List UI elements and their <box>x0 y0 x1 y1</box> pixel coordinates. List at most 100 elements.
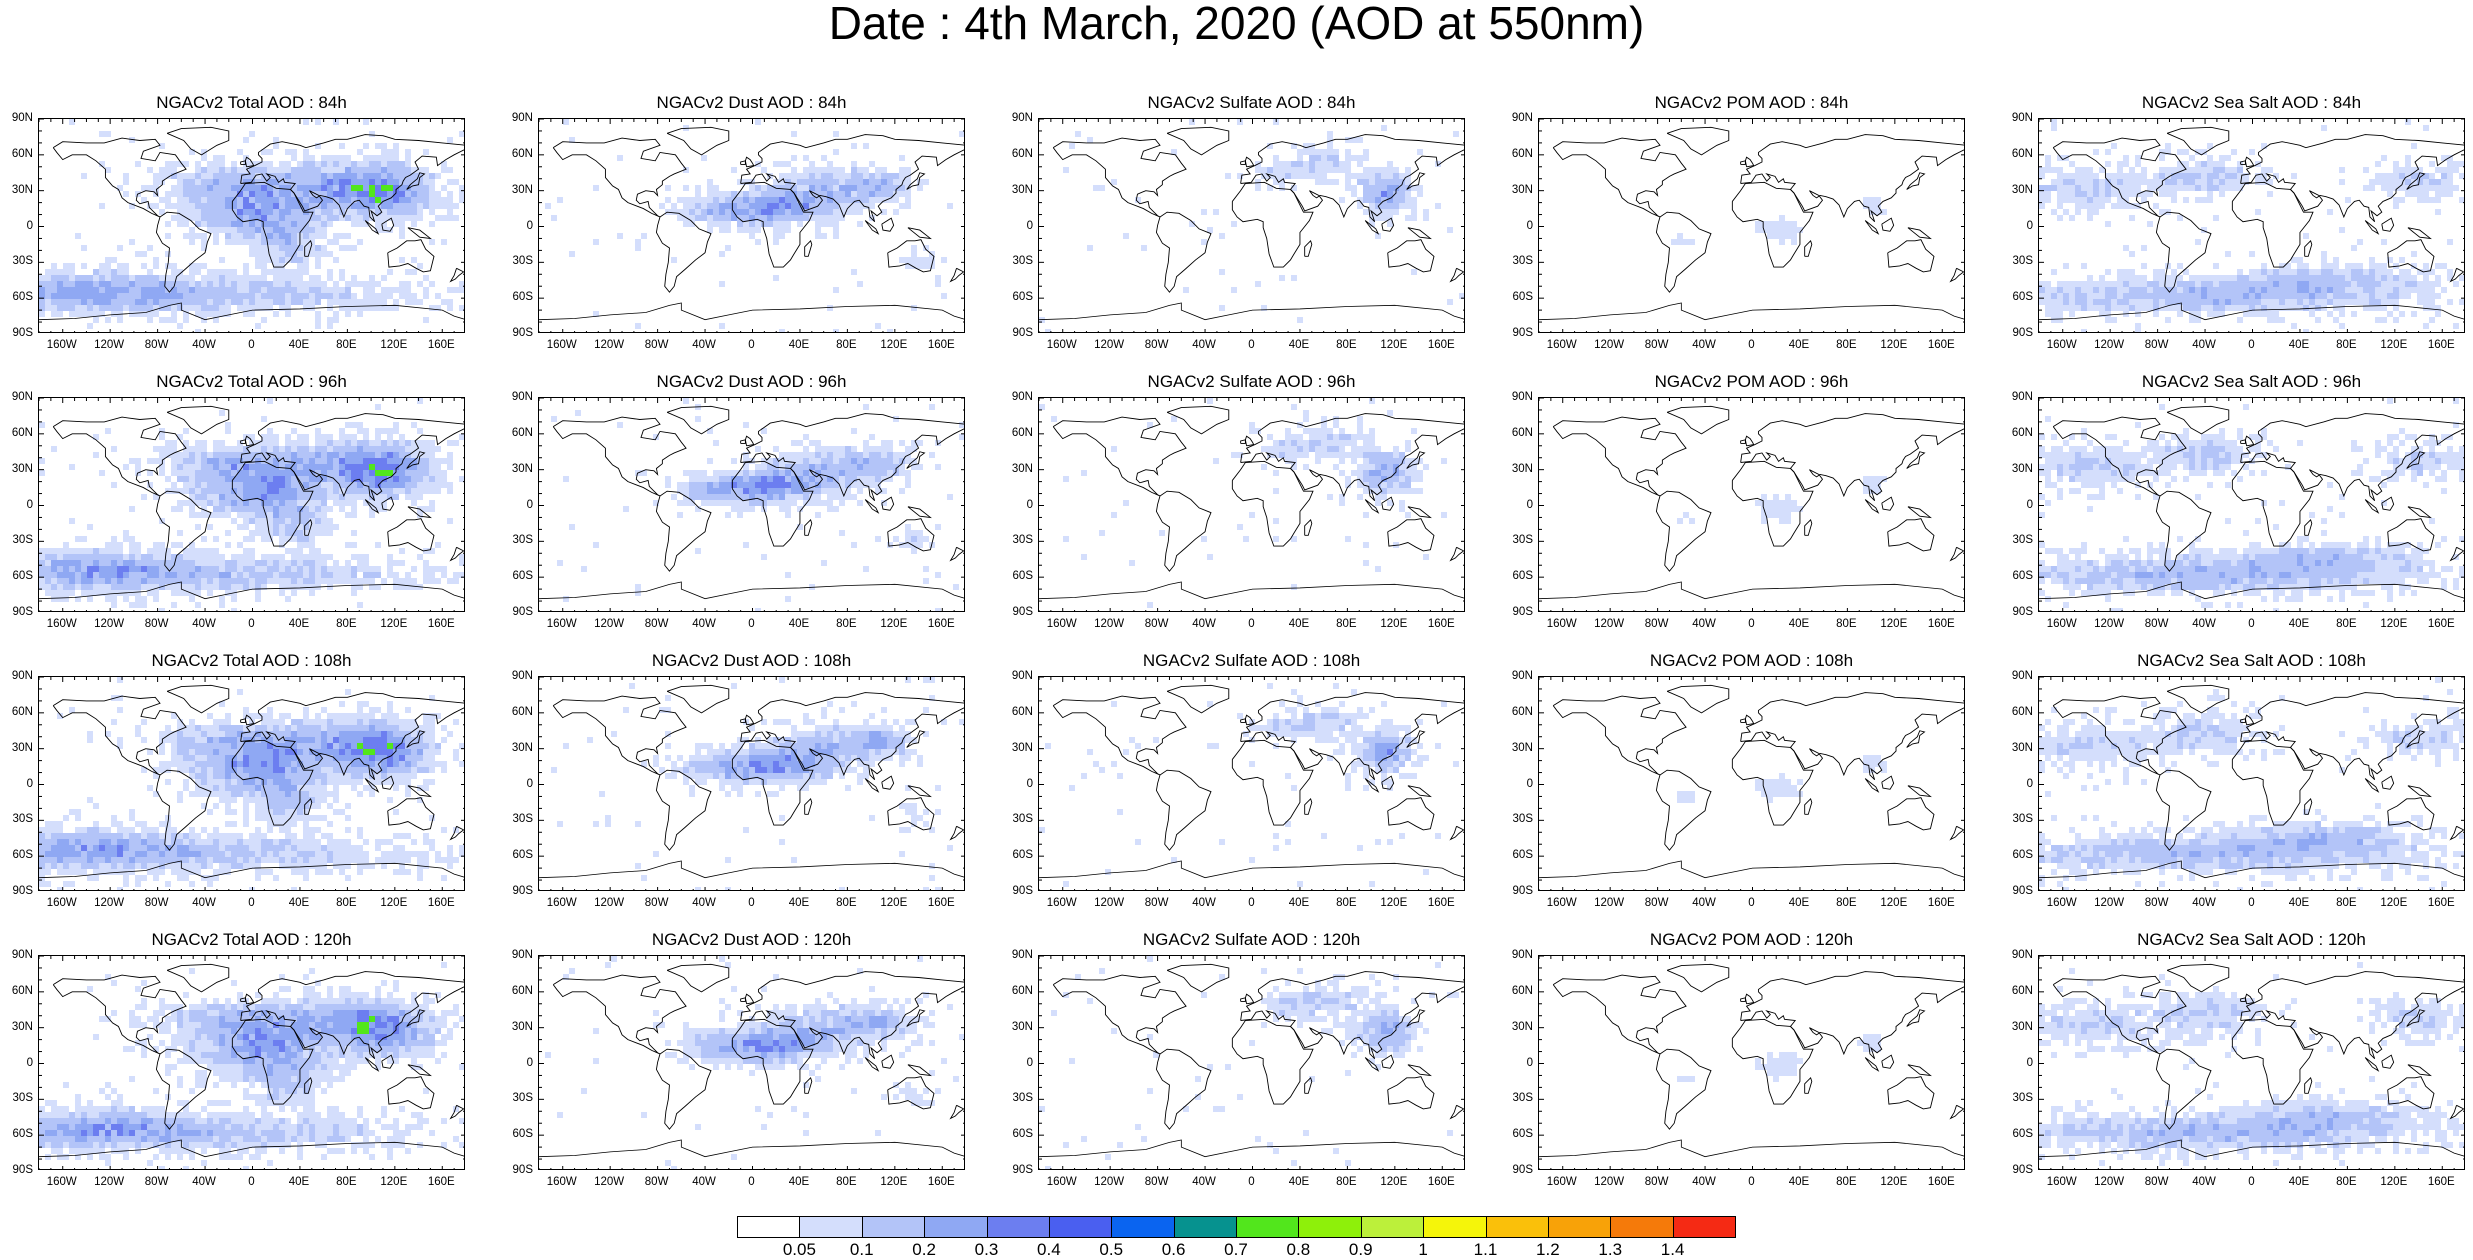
map-panel: NGACv2 Dust AOD : 108h 90N 60N 30N 0 30S 60S 90… <box>512 651 965 909</box>
latitude-label: 90N <box>1511 112 1533 124</box>
longitude-label: 120W <box>1594 339 1625 351</box>
longitude-label: 120W <box>2094 897 2125 909</box>
longitude-label: 160W <box>546 618 577 630</box>
latitude-label: 60S <box>1012 291 1033 304</box>
colorbar-swatch <box>1423 1216 1486 1238</box>
longitude-label: 120E <box>1880 339 1908 351</box>
colorbar-tick-label: 1.3 <box>1598 1240 1623 1259</box>
latitude-label: 90N <box>1511 949 1533 961</box>
aod-field-map <box>539 119 964 332</box>
longitude-label: 160W <box>1546 1176 1577 1188</box>
latitude-label: 60N <box>511 426 533 439</box>
longitude-label: 80W <box>1144 897 1169 909</box>
colorbar-swatch <box>1236 1216 1299 1238</box>
longitude-label: 0 <box>2248 618 2255 630</box>
longitude-label: 120W <box>1594 897 1625 909</box>
latitude-label: 60S <box>12 570 33 583</box>
aod-field-map <box>539 398 964 611</box>
latitude-label: 0 <box>2026 777 2033 790</box>
longitude-label: 40W <box>1692 339 1716 351</box>
map-frame <box>1538 118 1965 333</box>
longitude-label: 40W <box>192 1176 216 1188</box>
latitude-label: 30S <box>2012 534 2033 547</box>
longitude-label: 0 <box>248 339 255 351</box>
longitude-label: 40W <box>2192 897 2216 909</box>
longitude-label: 160E <box>2427 1176 2455 1188</box>
map-panel: NGACv2 Total AOD : 120h 90N 60N 30N 0 30S 60S 9… <box>12 930 465 1188</box>
panel-title: NGACv2 Dust AOD : 108h <box>651 651 852 670</box>
longitude-label: 120E <box>1380 1176 1408 1188</box>
longitude-label: 120E <box>1380 618 1408 630</box>
latitude-label: 60N <box>1011 426 1033 439</box>
map-ticks <box>2039 677 2464 890</box>
latitude-label: 90N <box>1011 112 1033 124</box>
map-frame <box>1538 397 1965 612</box>
longitude-label: 40W <box>2192 1176 2216 1188</box>
longitude-label: 0 <box>1748 1176 1755 1188</box>
longitude-label: 80W <box>2144 897 2169 909</box>
latitude-label: 90S <box>512 327 533 339</box>
map-frame <box>1038 955 1465 1170</box>
latitude-label: 90S <box>1012 327 1033 339</box>
aod-field-map <box>2039 677 2464 890</box>
longitude-label: 40E <box>1788 618 1810 630</box>
aod-shading <box>545 119 964 332</box>
coastlines <box>39 126 464 321</box>
aod-field-map <box>2039 956 2464 1169</box>
latitude-label: 60N <box>511 705 533 718</box>
longitude-label: 40E <box>288 618 310 630</box>
longitude-label: 80W <box>644 618 669 630</box>
latitude-label: 90S <box>512 1164 533 1176</box>
longitude-label: 80E <box>1336 1176 1357 1188</box>
latitude-label: 60N <box>1011 984 1033 997</box>
longitude-label: 160E <box>427 339 455 351</box>
panel-title: NGACv2 Sulfate AOD : 96h <box>1147 372 1356 391</box>
aod-field-map <box>1539 398 1964 611</box>
map-frame <box>1038 118 1465 333</box>
map-ticks <box>539 677 964 890</box>
longitude-label: 0 <box>1248 618 1255 630</box>
latitude-label: 60N <box>1011 705 1033 718</box>
longitude-label: 120E <box>380 339 408 351</box>
aod-shading <box>2039 398 2464 611</box>
longitude-label: 40W <box>1192 339 1216 351</box>
latitude-label: 0 <box>1026 498 1033 511</box>
latitude-label: 30S <box>2012 1092 2033 1105</box>
latitude-label: 30S <box>1012 255 1033 268</box>
longitude-label: 120W <box>2094 1176 2125 1188</box>
aod-field-map <box>2039 398 2464 611</box>
longitude-label: 120E <box>1880 1176 1908 1188</box>
colorbar-tick-label: 0.8 <box>1286 1240 1311 1259</box>
latitude-label: 60S <box>1012 849 1033 862</box>
longitude-label: 40E <box>288 339 310 351</box>
colorbar-swatch <box>1360 1216 1424 1238</box>
map-panel: NGACv2 Sea Salt AOD : 120h 90N 60N 30N 0 30S 6… <box>2012 930 2465 1188</box>
latitude-label: 90S <box>12 885 33 897</box>
longitude-label: 0 <box>1248 1176 1255 1188</box>
panel-title: NGACv2 POM AOD : 84h <box>1654 93 1849 112</box>
latitude-label: 30N <box>1511 741 1533 754</box>
colorbar-tick-label: 1 <box>1418 1240 1428 1259</box>
map-panel: NGACv2 POM AOD : 120h 90N 60N 30N 0 30S 60S 90S… <box>1512 930 1965 1188</box>
latitude-label: 60S <box>1512 1128 1533 1141</box>
longitude-label: 160W <box>2046 618 2077 630</box>
colorbar-swatch <box>924 1216 987 1238</box>
panel-title: NGACv2 Total AOD : 120h <box>151 930 352 949</box>
latitude-label: 90N <box>2011 391 2033 403</box>
longitude-label: 120E <box>1880 618 1908 630</box>
longitude-label: 80W <box>644 1176 669 1188</box>
map-ticks <box>539 956 964 1169</box>
map-panel: NGACv2 Dust AOD : 120h 90N 60N 30N 0 30S 60S 90… <box>512 930 965 1188</box>
latitude-label: 0 <box>1526 777 1533 790</box>
latitude-label: 90S <box>12 1164 33 1176</box>
longitude-label: 120W <box>1094 339 1125 351</box>
map-panel: NGACv2 Sea Salt AOD : 108h 90N 60N 30N 0 30S 6… <box>2012 651 2465 909</box>
colorbar <box>737 1216 1736 1238</box>
longitude-label: 40E <box>1288 618 1310 630</box>
colorbar-tick-label: 0.6 <box>1161 1240 1186 1259</box>
map-frame <box>1538 955 1965 1170</box>
longitude-label: 120W <box>1094 897 1125 909</box>
longitude-label: 80E <box>2336 897 2357 909</box>
longitude-label: 40W <box>1192 618 1216 630</box>
longitude-label: 120E <box>880 618 908 630</box>
